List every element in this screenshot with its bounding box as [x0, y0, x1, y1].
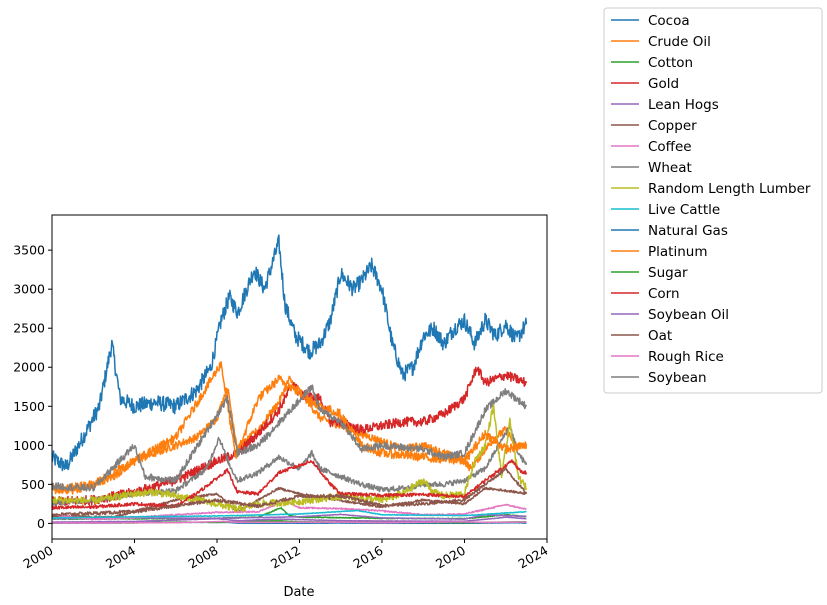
series-line-soybean	[52, 384, 528, 492]
y-tick-label: 3000	[13, 282, 45, 297]
legend-label: Platinum	[648, 244, 707, 260]
legend-label: Oat	[648, 328, 672, 344]
legend-label: Soybean Oil	[648, 307, 729, 323]
legend: Cocoa Crude Oil Cotton Gold Lean Hogs Copper C…	[603, 7, 823, 394]
x-axis-label: Date	[283, 585, 314, 600]
legend-label: Gold	[648, 76, 679, 92]
y-tick-label: 3500	[13, 243, 45, 258]
legend-label: Wheat	[648, 160, 692, 176]
y-tick-label: 500	[21, 477, 45, 492]
series-line-cocoa	[52, 234, 528, 472]
y-tick-label: 1500	[13, 399, 45, 414]
y-tick-label: 1000	[13, 438, 45, 453]
series-line-soybean-oil	[52, 516, 527, 524]
legend-label: Corn	[648, 286, 680, 302]
series-line-rough-rice	[52, 520, 527, 524]
legend-label: Sugar	[648, 265, 688, 281]
series-line-live-cattle	[52, 509, 527, 519]
legend-frame	[603, 7, 823, 394]
y-tick-label: 0	[37, 516, 45, 531]
legend-label: Copper	[648, 118, 697, 134]
legend-label: Coffee	[648, 139, 692, 155]
series-line-oat	[52, 467, 528, 517]
legend-label: Lean Hogs	[648, 97, 719, 113]
legend-label: Cotton	[648, 55, 693, 71]
legend-label: Live Cattle	[648, 202, 720, 218]
legend-label: Natural Gas	[648, 223, 728, 239]
legend-label: Soybean	[648, 370, 707, 386]
legend-label: Random Length Lumber	[648, 181, 811, 197]
legend-label: Cocoa	[648, 13, 690, 29]
y-tick-label: 2500	[13, 321, 45, 336]
y-tick-label: 2000	[13, 360, 45, 375]
legend-label: Rough Rice	[648, 349, 724, 365]
legend-label: Crude Oil	[648, 34, 711, 50]
series-line-corn	[52, 459, 528, 511]
series-layer	[52, 234, 528, 525]
